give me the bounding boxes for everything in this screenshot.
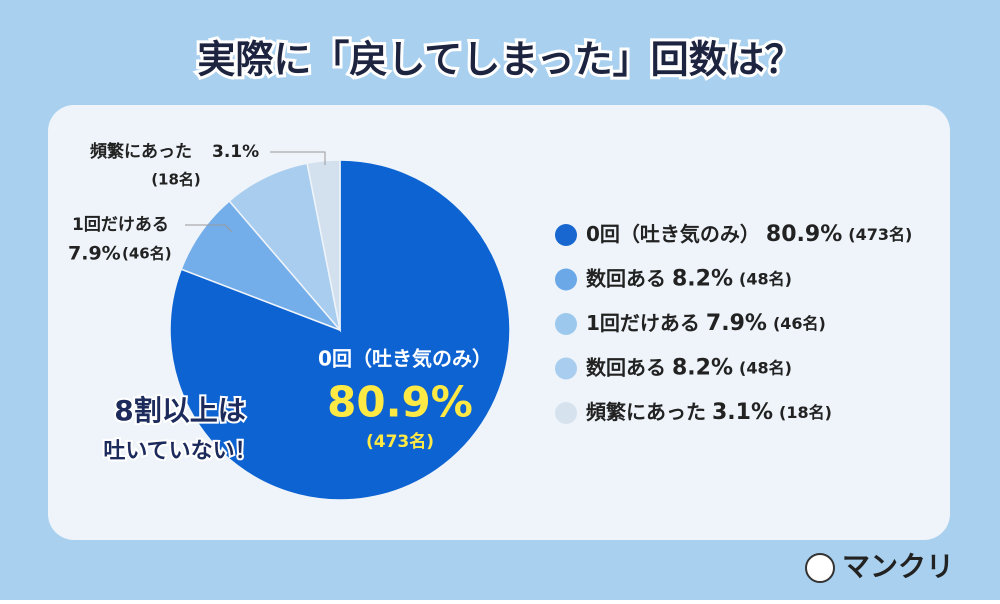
legend-count: (48名) [739, 358, 792, 377]
legend-swatch [555, 357, 577, 380]
legend-value: 7.9% [706, 311, 767, 336]
legend-value: 8.2% [672, 356, 733, 381]
legend-label: 数回ある [586, 266, 666, 290]
pie-slice [306, 159, 341, 331]
slice-count: (473名) [366, 431, 434, 452]
legend-value: 8.2% [672, 267, 733, 292]
legend-label: 0回（吐き気のみ） [586, 222, 760, 246]
legend-label: 頻繁にあった [586, 400, 706, 424]
legend-label: 1回だけある [586, 311, 700, 335]
legend-swatch [555, 313, 577, 335]
legend-entry: 数回ある 8.2% (48名) [586, 266, 792, 292]
pie-slice [169, 159, 511, 501]
legend-value: 80.9% [766, 222, 842, 247]
callout-category: 1回だけある [72, 215, 169, 235]
callout-count: (46名) [122, 245, 172, 263]
leader-line [270, 151, 326, 165]
legend-count: (473名) [848, 225, 912, 244]
legend-count: (46名) [773, 314, 826, 333]
slice-category: 0回（吐き気のみ） [318, 347, 492, 371]
callout-value: 3.1% [212, 142, 259, 162]
legend-entry: 数回ある 8.2% (48名) [586, 355, 792, 381]
legend-count: (18名) [779, 403, 832, 422]
brand-name: マンクリ [842, 550, 954, 583]
callout-count: (18名) [151, 171, 201, 189]
labels: 0回（吐き気のみ）80.9%(473名)頻繁にあった 3.1%(18名)1回だけあ… [68, 141, 912, 466]
legend-swatch [555, 224, 577, 246]
brand-icon [805, 553, 835, 583]
callout-category: 頻繁にあった [89, 141, 192, 162]
legend-label: 数回ある [586, 355, 666, 379]
annotation: 吐いていない！ [103, 439, 256, 464]
legend-entry: 0回（吐き気のみ） 80.9% (473名) [586, 222, 912, 248]
callout-value: 7.9% [68, 243, 121, 265]
title: 実際に「戻してしまった」回数は？ [197, 38, 802, 82]
pie-slice [228, 162, 342, 333]
legend-swatch [555, 268, 577, 291]
leader-line [185, 224, 233, 233]
brand: マンクリ [805, 550, 954, 583]
legend-entry: 1回だけある 7.9% (46名) [586, 311, 826, 337]
legend-count: (48名) [739, 269, 792, 288]
pie [169, 159, 511, 501]
legend-swatch [555, 402, 577, 424]
legend-entry: 頻繁にあった 3.1% (18名) [586, 400, 832, 426]
annotation: 8割以上は [114, 394, 245, 427]
slice-value: 80.9% [327, 378, 473, 427]
legend-value: 3.1% [712, 400, 773, 425]
